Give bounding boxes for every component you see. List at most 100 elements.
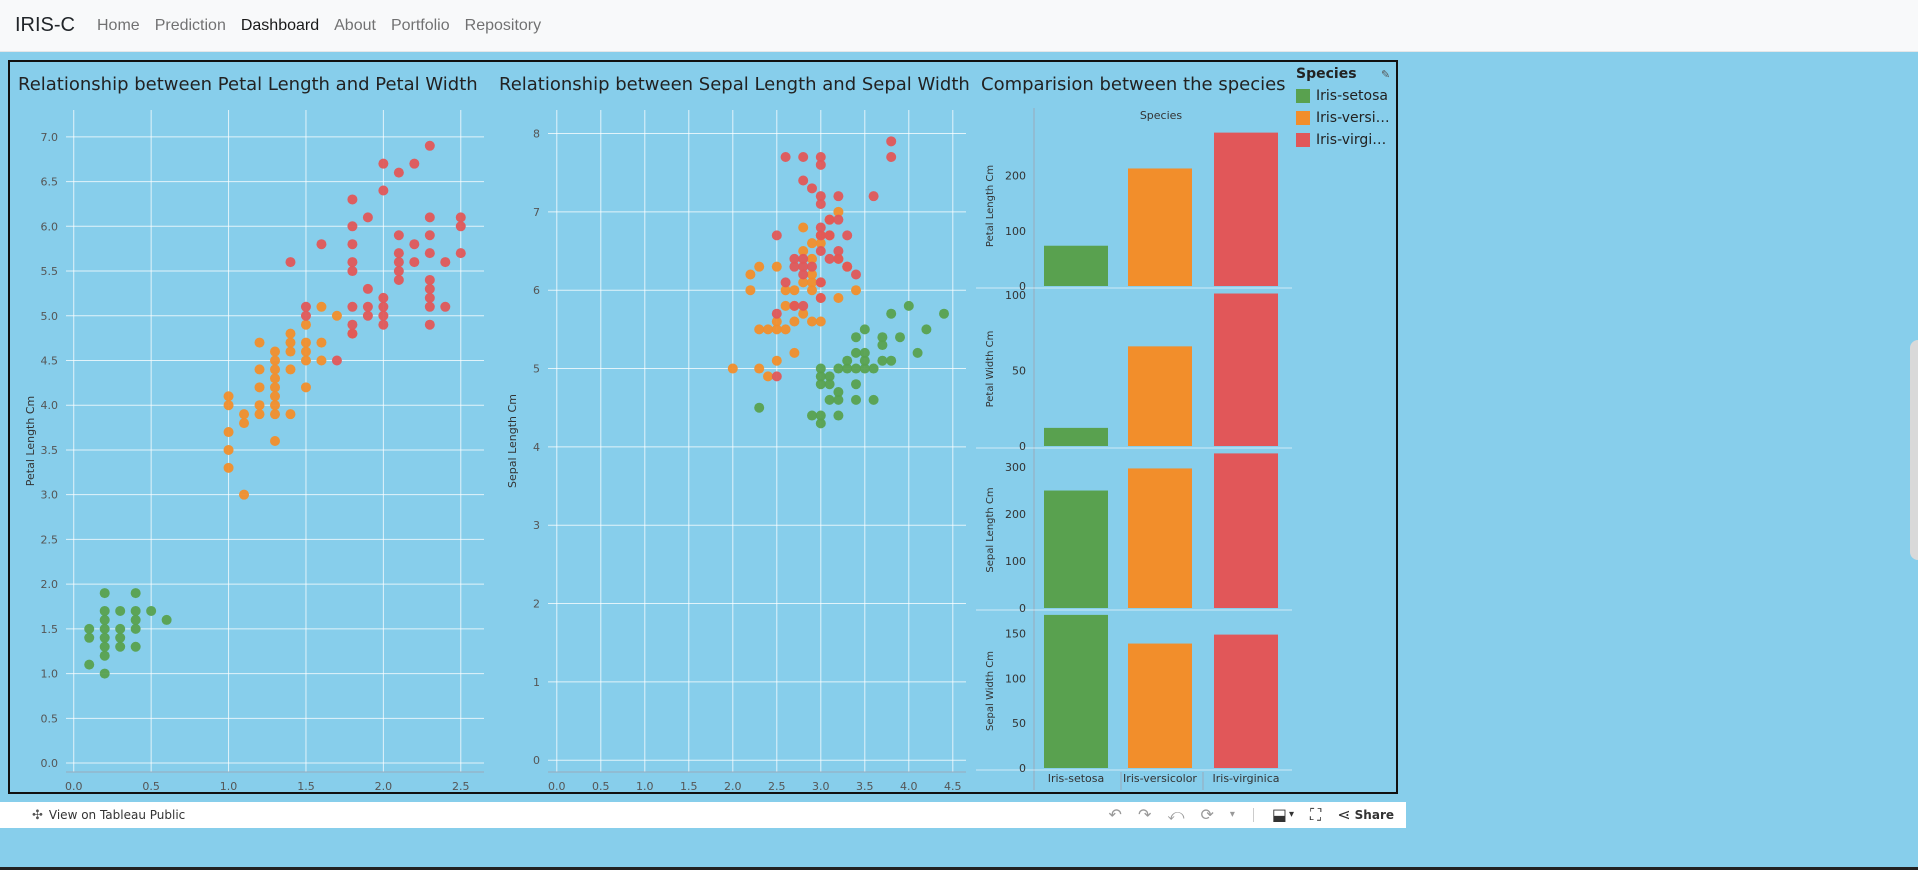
x-tick-label: 1.0 [220, 780, 238, 790]
scatter-point [378, 310, 389, 321]
pause-dropdown-icon[interactable]: ▾ [1229, 809, 1235, 820]
scatter-point [285, 346, 296, 357]
bar-y-tick-label: 100 [1005, 225, 1026, 238]
scatter-point [347, 301, 358, 312]
revert-icon[interactable]: ⤺ [1167, 805, 1185, 824]
scatter-point [833, 206, 844, 217]
scatter-point [84, 659, 95, 670]
scatter-point [270, 364, 280, 375]
scatter-point [851, 363, 861, 374]
scatter-point [789, 261, 800, 272]
download-icon[interactable]: ⬓ [1271, 805, 1288, 824]
scatter-point [285, 364, 296, 375]
scatter-point [815, 159, 826, 170]
undo-icon[interactable]: ↶ [1108, 805, 1122, 824]
redo-icon[interactable]: ↷ [1137, 805, 1152, 824]
legend-label-versicolor: Iris-versi… [1316, 110, 1390, 126]
nav-link-home[interactable]: Home [97, 16, 140, 34]
scatter-point [877, 332, 888, 343]
page-scrollbar[interactable] [1910, 340, 1918, 560]
scatter-point [99, 623, 110, 634]
scatter-point [807, 261, 817, 272]
download-dropdown-icon[interactable]: ▾ [1289, 809, 1295, 820]
scatter-point [161, 614, 172, 625]
bar [1044, 614, 1108, 768]
scatter-point [833, 387, 844, 398]
scatter-point [745, 285, 756, 296]
scatter-point [807, 238, 817, 249]
scatter-point [833, 246, 844, 257]
bar-y-tick-label: 200 [1005, 170, 1026, 183]
scatter-point [798, 269, 809, 280]
scatter-point [815, 222, 826, 233]
y-tick-label: 3 [533, 519, 540, 532]
scatter-point [868, 363, 879, 374]
petal-scatter-chart[interactable]: 0.0 0.5 1.0 1.5 2.0 2.5 0.0 0.5 1.0 1.5 2.0 2.5 3.0 3… [8, 100, 494, 790]
scatter-point [886, 308, 897, 319]
species-legend: Species ✎ Iris-setosa Iris-versi… Iris-v… [1296, 66, 1392, 148]
scatter-point [285, 328, 296, 339]
x-tick-label: 2.5 [768, 780, 786, 790]
y-tick-label: 5.5 [41, 265, 59, 278]
scatter-point [99, 650, 110, 661]
scatter-point [347, 257, 358, 268]
fullscreen-icon[interactable]: ⛶ [1310, 805, 1322, 824]
scatter-point [115, 605, 126, 616]
legend-item-setosa[interactable]: Iris-setosa [1296, 88, 1392, 104]
scatter-point [815, 199, 826, 210]
brand-logo[interactable]: IRIS-C [15, 14, 75, 36]
scatter-point [789, 300, 800, 311]
scatter-point [859, 347, 870, 358]
scatter-point [815, 371, 826, 382]
tableau-logo-icon: ✣ [32, 807, 43, 823]
scatter-point [130, 614, 141, 625]
bar [1044, 490, 1108, 608]
scatter-point [789, 285, 800, 296]
scatter-point [300, 319, 311, 330]
scatter-point [815, 238, 826, 249]
scatter-point [316, 355, 327, 366]
scatter-point [378, 292, 389, 303]
refresh-icon[interactable]: ⟳ [1200, 805, 1214, 824]
scatter-point [223, 427, 234, 438]
bar-y-tick-label: 100 [1005, 672, 1026, 685]
sepal-scatter-chart[interactable]: 0.0 0.5 1.0 1.5 2.0 2.5 3.0 3.5 4.0 4.5 0 1 2 3 4 5 6 7 8 S… [490, 100, 976, 790]
scatter-point [440, 257, 451, 268]
legend-item-versicolor[interactable]: Iris-versi… [1296, 110, 1392, 126]
bar-y-tick-label: 200 [1005, 508, 1026, 521]
share-icon[interactable]: ⋖ [1337, 805, 1351, 824]
nav-link-repository[interactable]: Repository [464, 16, 542, 34]
bar [1214, 293, 1278, 446]
scatter-point [146, 605, 157, 616]
scatter-point [815, 246, 826, 257]
bar [1044, 427, 1108, 446]
scatter-point [824, 253, 835, 264]
view-on-tableau-link[interactable]: ✣ View on Tableau Public [32, 808, 185, 823]
y-tick-label: 0 [533, 754, 540, 767]
scatter-point [285, 257, 296, 268]
nav-link-portfolio[interactable]: Portfolio [390, 16, 450, 34]
scatter-point [824, 379, 835, 390]
scatter-point [362, 212, 373, 223]
nav-link-about[interactable]: About [334, 16, 376, 34]
x-tick-label: 0.0 [65, 780, 83, 790]
bar-y-tick-label: 0 [1019, 280, 1026, 293]
x-tick-label: 2.0 [375, 780, 393, 790]
nav-link-dashboard[interactable]: Dashboard [240, 16, 320, 34]
share-button[interactable]: Share [1354, 808, 1394, 822]
scatter-point [824, 394, 835, 405]
scatter-point [886, 355, 897, 366]
scatter-point [780, 324, 791, 335]
y-tick-label: 4.0 [41, 399, 59, 412]
scatter-point [877, 340, 888, 351]
scatter-point [868, 191, 879, 202]
toolbar-divider [1252, 808, 1254, 822]
nav-link-prediction[interactable]: Prediction [154, 16, 226, 34]
scatter-point [771, 316, 782, 327]
legend-edit-icon[interactable]: ✎ [1381, 68, 1391, 81]
scatter-point [789, 347, 800, 358]
scatter-point [771, 230, 782, 241]
legend-item-virginica[interactable]: Iris-virgi… [1296, 132, 1392, 148]
scatter-point [815, 410, 826, 421]
